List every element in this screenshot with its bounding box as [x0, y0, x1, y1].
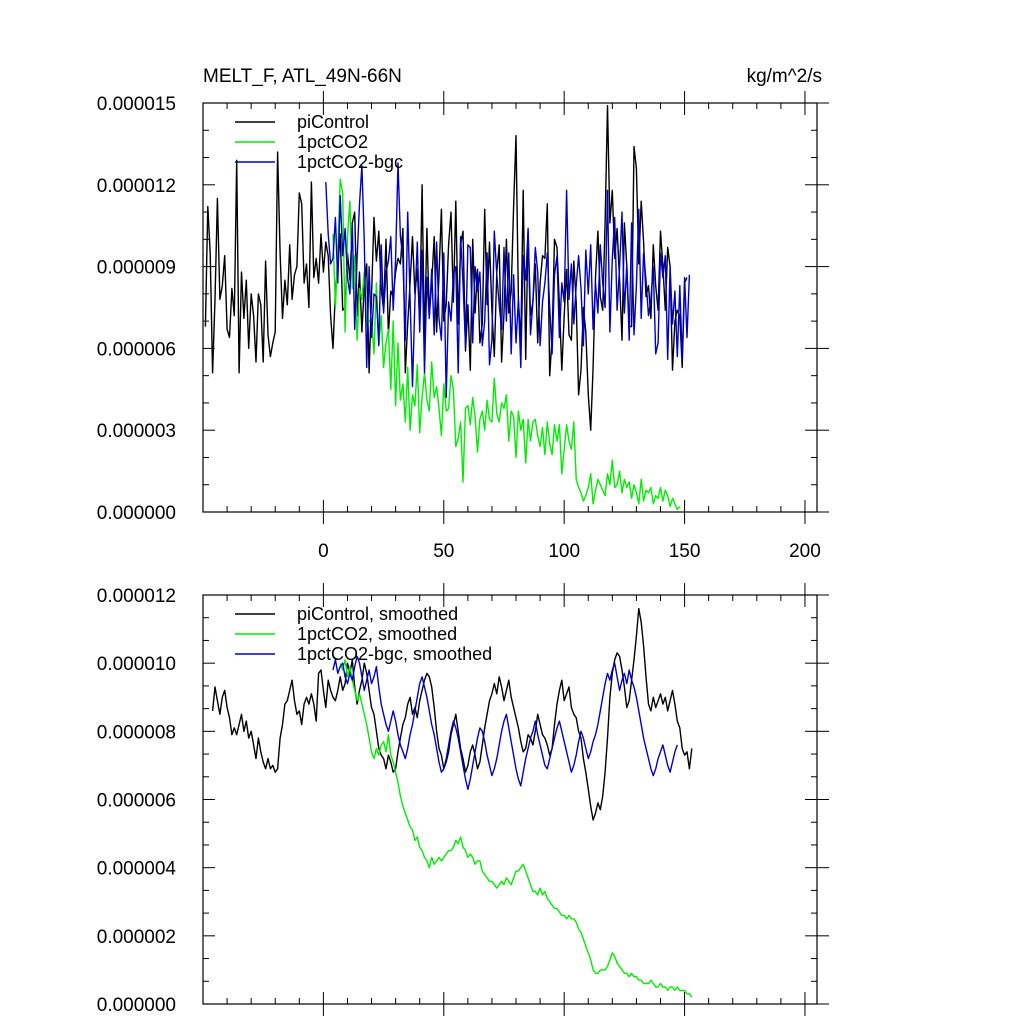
- x-tick-label: 150: [669, 541, 701, 562]
- y-tick-label: 0.000010: [97, 654, 176, 675]
- y-tick-label: 0.000009: [97, 258, 176, 279]
- y-tick-label: 0.000006: [97, 339, 176, 360]
- legend-label: 1pctCO2: [297, 132, 368, 152]
- top-ticks: [202, 91, 829, 524]
- series-line-1pctco2-smoothed: [339, 659, 693, 998]
- bottom-y-tick-labels: 0.000000 0.000002 0.000004 0.000006 0.000008…: [97, 586, 177, 1016]
- top-panel: MELT_F, ATL_49N-66N kg/m^2/s 0.0000000.0…: [97, 66, 829, 562]
- x-tick-label: 200: [789, 541, 821, 562]
- top-title: MELT_F, ATL_49N-66N: [203, 66, 402, 87]
- x-tick-label: 0: [318, 541, 329, 562]
- y-tick-label: 0.000012: [97, 176, 176, 197]
- top-series-lines: [204, 104, 691, 510]
- legend-label: 1pctCO2, smoothed: [297, 624, 457, 644]
- y-tick-label: 0.000008: [97, 722, 176, 743]
- series-line-picontrol-smoothed: [211, 607, 693, 821]
- top-plot-frame: [202, 102, 818, 513]
- legend-label: 1pctCO2-bgc: [297, 152, 403, 172]
- top-units: kg/m^2/s: [747, 66, 822, 87]
- bottom-plot-frame: [202, 594, 818, 1005]
- series-line-1pctco2-bgc-smoothed: [332, 655, 678, 790]
- y-tick-label: 0.000003: [97, 421, 176, 442]
- y-tick-label: 0.000004: [97, 859, 177, 880]
- top-y-tick-labels: 0.000000 0.000003 0.000006 0.000009 0.000012…: [97, 94, 176, 524]
- y-tick-label: 0.000015: [97, 94, 176, 115]
- legend-label: piControl, smoothed: [297, 604, 458, 624]
- legend-label: piControl: [297, 112, 369, 132]
- bottom-series-lines: [211, 607, 693, 998]
- x-tick-label: 50: [433, 541, 454, 562]
- y-tick-label: 0.000000: [97, 995, 176, 1016]
- bottom-ticks: [202, 583, 829, 1016]
- x-tick-label: 100: [548, 541, 580, 562]
- y-tick-label: 0.000006: [97, 791, 176, 812]
- bottom-panel: 0.000000 0.000002 0.000004 0.000006 0.000008…: [97, 583, 829, 1016]
- y-tick-label: 0.000012: [97, 586, 176, 607]
- top-x-tick-labels: 0 50 100 150 200: [318, 541, 821, 562]
- y-tick-label: 0.000002: [97, 927, 176, 948]
- y-tick-label: 0.000000: [97, 503, 176, 524]
- legend-label: 1pctCO2-bgc, smoothed: [297, 644, 492, 664]
- series-line-1pctco2: [332, 178, 681, 510]
- series-line-1pctco2-bgc: [325, 162, 691, 399]
- series-line-picontrol: [204, 104, 688, 431]
